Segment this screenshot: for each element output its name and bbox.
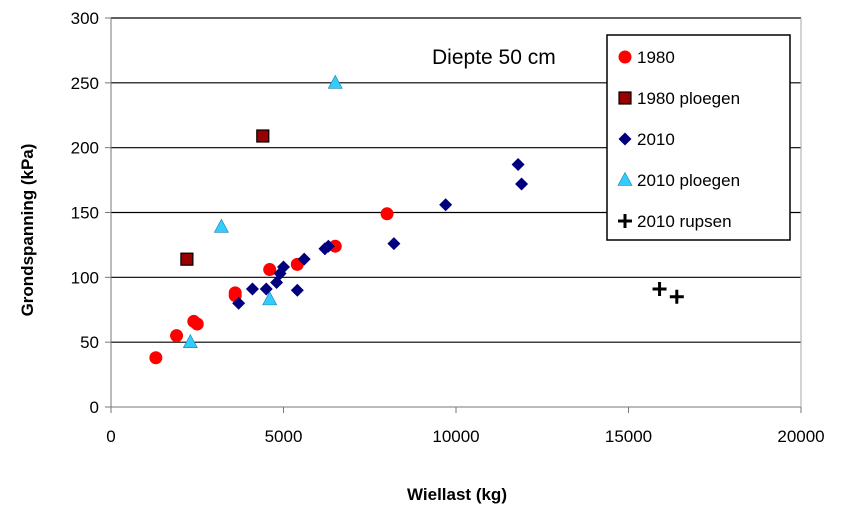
y-axis-title: Grondspanning (kPa) bbox=[18, 144, 37, 317]
gridlines bbox=[111, 17, 801, 343]
data-point-2010-9 bbox=[321, 239, 335, 253]
chart-annotation: Diepte 50 cm bbox=[432, 46, 556, 69]
tick-labels: 0 50 100 150 200 250 300 0 5000 10000 15000 20000 bbox=[71, 9, 825, 446]
data-point-2010-6 bbox=[290, 283, 304, 297]
data-point-2010-ploegen-0 bbox=[182, 334, 198, 348]
data-point-1980-6 bbox=[263, 263, 277, 277]
x-tick-label-20000: 20000 bbox=[777, 427, 824, 446]
legend-label-1980: 1980 bbox=[637, 48, 675, 67]
legend-box bbox=[606, 34, 791, 241]
data-point-1980-ploegen-0 bbox=[180, 252, 194, 266]
data-point-1980-0 bbox=[149, 351, 163, 365]
data-point-1980-ploegen-1 bbox=[256, 129, 270, 143]
legend-label-2010-ploegen: 2010 ploegen bbox=[637, 171, 740, 190]
legend-marker-2010-rupsen bbox=[618, 214, 632, 228]
legend-marker-2010 bbox=[618, 132, 632, 146]
data-point-2010-12 bbox=[511, 158, 525, 172]
data-point-2010-rupsen-1 bbox=[669, 289, 684, 304]
data-point-2010-13 bbox=[515, 177, 529, 191]
series-2010-ploegen bbox=[182, 74, 343, 348]
legend: 1980 1980 ploegen 2010 2010 ploegen 2010 rup… bbox=[606, 34, 791, 241]
data-point-2010-5 bbox=[277, 260, 290, 274]
x-tick-label-15000: 15000 bbox=[605, 427, 652, 446]
series-1980-ploegen bbox=[180, 129, 270, 266]
legend-marker-2010-ploegen bbox=[617, 171, 633, 186]
data-point-2010-0 bbox=[232, 296, 246, 310]
data-point-1980-8 bbox=[328, 239, 342, 253]
y-tick-label-150: 150 bbox=[71, 204, 99, 223]
data-point-1980-9 bbox=[380, 207, 394, 221]
data-point-2010-ploegen-1 bbox=[213, 218, 229, 233]
data-point-2010-ploegen-3 bbox=[327, 74, 343, 89]
legend-label-1980-ploegen: 1980 ploegen bbox=[637, 89, 740, 108]
x-tick-label-10000: 10000 bbox=[432, 427, 479, 446]
y-tick-label-250: 250 bbox=[71, 74, 99, 93]
data-point-2010-7 bbox=[297, 252, 311, 266]
data-point-2010-rupsen-0 bbox=[652, 282, 667, 297]
legend-label-2010: 2010 bbox=[637, 130, 675, 149]
legend-marker-1980-ploegen bbox=[618, 91, 632, 105]
data-point-2010-ploegen-2 bbox=[262, 291, 278, 306]
y-tick-label-300: 300 bbox=[71, 9, 99, 28]
series-2010-rupsen bbox=[652, 282, 684, 304]
data-point-2010-11 bbox=[439, 198, 453, 212]
y-tick-label-200: 200 bbox=[71, 139, 99, 158]
y-tick-label-50: 50 bbox=[80, 333, 99, 352]
axes bbox=[105, 17, 802, 413]
data-point-2010-10 bbox=[387, 237, 401, 251]
legend-label-2010-rupsen: 2010 rupsen bbox=[637, 212, 732, 231]
data-point-1980-3 bbox=[190, 317, 204, 331]
data-point-2010-1 bbox=[245, 282, 259, 296]
data-point-1980-1 bbox=[170, 329, 184, 343]
x-axis-title: Wiellast (kg) bbox=[407, 485, 507, 504]
data-points bbox=[149, 74, 684, 365]
series-1980 bbox=[149, 207, 394, 365]
y-tick-label-0: 0 bbox=[90, 398, 99, 417]
x-tick-label-0: 0 bbox=[106, 427, 115, 446]
y-tick-label-100: 100 bbox=[71, 268, 99, 287]
legend-marker-1980 bbox=[618, 50, 632, 64]
x-tick-label-5000: 5000 bbox=[265, 427, 303, 446]
